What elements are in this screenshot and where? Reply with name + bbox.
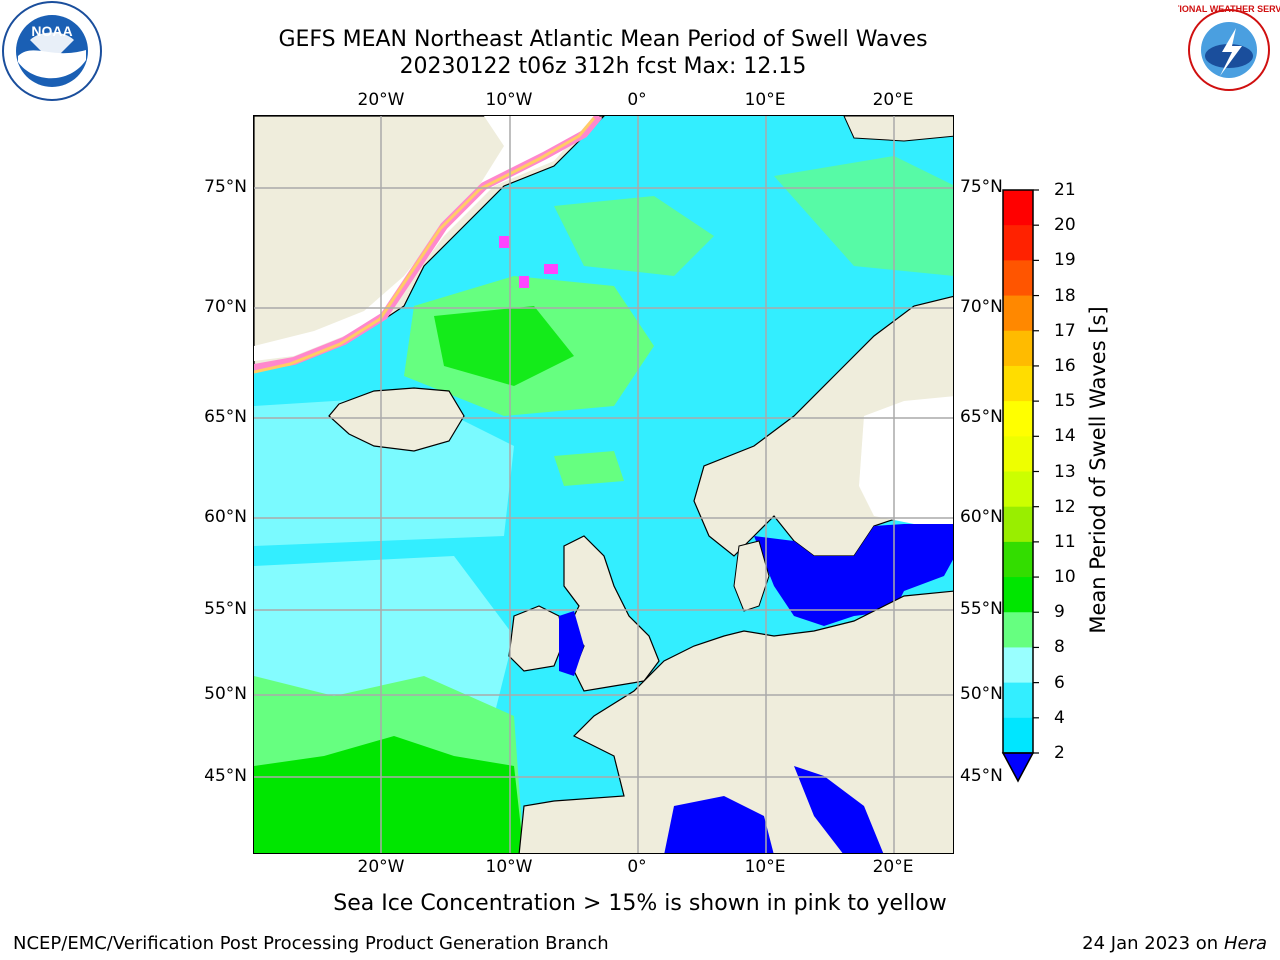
graticule [254, 116, 953, 853]
colorbar-tick-label: 18 [1054, 285, 1076, 306]
colorbar-segment [1003, 436, 1033, 472]
colorbar-segment [1003, 190, 1033, 226]
colorbar-segment [1003, 647, 1033, 684]
colorbar-tick-label: 15 [1054, 391, 1076, 412]
colorbar-segment [1003, 577, 1033, 613]
continental-europe-land [518, 590, 953, 853]
colorbar-tick-label: 13 [1054, 461, 1076, 482]
chart-subtitle: 20230122 t06z 312h fcst Max: 12.15 [399, 54, 807, 79]
swell-band-north [554, 196, 714, 276]
irish-sea-low-swell [559, 611, 584, 676]
nws-logo: NATIONAL WEATHER SERVICE [1178, 4, 1280, 91]
lat-label-left-65n: 65°N [204, 407, 247, 427]
swell-band-10-11 [254, 736, 524, 853]
svalbard-land [843, 116, 953, 142]
colorbar-tick-label: 11 [1054, 531, 1076, 552]
colorbar-segment [1003, 541, 1033, 578]
nws-logo-text: NATIONAL WEATHER SERVICE [1178, 4, 1280, 14]
denmark-land [733, 540, 770, 612]
colorbar-tick-label: 19 [1054, 250, 1076, 271]
noaa-logo-text: NOAA [31, 23, 72, 39]
lon-label-top-10e: 10°E [744, 90, 786, 110]
lat-label-left-50n: 50°N [204, 684, 247, 704]
colorbar-segment [1003, 365, 1033, 402]
lat-label-left-70n: 70°N [204, 297, 247, 317]
sea-ice-patch [544, 264, 558, 274]
colorbar-tick-label: 6 [1054, 672, 1065, 693]
lat-label-left-45n: 45°N [204, 766, 247, 786]
lon-label-top-0: 0° [627, 90, 647, 110]
colorbar-tick-label: 12 [1054, 496, 1076, 517]
lon-label-bottom-10e: 10°E [744, 857, 786, 877]
footer-date-text: 24 Jan 2023 on [1082, 933, 1224, 954]
ireland-land [508, 605, 565, 672]
sea-ice-edge-inner [254, 117, 596, 374]
lon-label-bottom-20w: 20°W [357, 857, 405, 877]
footer-host: Hera [1223, 933, 1267, 954]
sea-ice-patch [519, 276, 529, 288]
colorbar-segment [1003, 295, 1033, 332]
lat-label-right-75n: 75°N [960, 177, 1003, 197]
colorbar-segment [1003, 260, 1033, 297]
gulf-of-bothnia-ice [859, 396, 953, 524]
colorbar-tick-label: 17 [1054, 320, 1076, 341]
colorbar-label: Mean Period of Swell Waves [s] [1086, 306, 1110, 634]
colorbar-segment [1003, 612, 1033, 648]
colorbar-tick-label: 10 [1054, 567, 1076, 588]
colorbar-tick-label: 16 [1054, 355, 1076, 376]
map-frame [253, 115, 954, 854]
lat-label-right-55n: 55°N [960, 599, 1003, 619]
lat-label-left-60n: 60°N [204, 507, 247, 527]
footer-org: NCEP/EMC/Verification Post Processing Pr… [13, 933, 609, 954]
lon-label-top-20w: 20°W [357, 90, 405, 110]
colorbar-segment [1003, 225, 1033, 261]
lat-label-right-50n: 50°N [960, 684, 1003, 704]
sea-ice-note: Sea Ice Concentration > 15% is shown in … [333, 891, 947, 916]
lon-label-top-10w: 10°W [485, 90, 533, 110]
lat-label-left-75n: 75°N [204, 177, 247, 197]
sea-ice-patch [499, 236, 509, 248]
colorbar-segment [1003, 717, 1033, 754]
colorbar-segment [1003, 506, 1033, 543]
lat-label-right-45n: 45°N [960, 766, 1003, 786]
lon-label-bottom-0: 0° [627, 857, 647, 877]
colorbar-tick-label: 9 [1054, 602, 1065, 623]
lon-label-bottom-20e: 20°E [872, 857, 914, 877]
lat-label-right-60n: 60°N [960, 507, 1003, 527]
lat-label-right-70n: 70°N [960, 297, 1003, 317]
mediterranean-low-swell [664, 796, 774, 853]
lon-label-top-20e: 20°E [872, 90, 914, 110]
colorbar-tick-label: 14 [1054, 426, 1076, 447]
lon-label-bottom-10w: 10°W [485, 857, 533, 877]
colorbar-segment [1003, 471, 1033, 508]
lat-label-left-55n: 55°N [204, 599, 247, 619]
colorbar-tick-label: 20 [1054, 215, 1076, 236]
colorbar-tick-label: 4 [1054, 707, 1065, 728]
colorbar-tick-label: 8 [1054, 637, 1065, 658]
swell-band-faroes [554, 451, 624, 486]
adriatic-low-swell [794, 766, 884, 853]
colorbar-segment [1003, 330, 1033, 367]
noaa-logo: NOAA [2, 1, 102, 101]
lat-label-right-65n: 65°N [960, 407, 1003, 427]
colorbar-tick-label: 2 [1054, 743, 1065, 763]
colorbar-segment [1003, 401, 1033, 437]
swell-band-norwegian-sea-core [434, 306, 574, 386]
colorbar [1001, 189, 1039, 783]
footer-date: 24 Jan 2023 on Hera [1082, 933, 1267, 954]
map-canvas [254, 116, 953, 853]
colorbar-segment [1003, 682, 1033, 719]
baltic-sea-low-swell [754, 524, 953, 626]
iceland-land [328, 387, 465, 452]
colorbar-tick-label: 21 [1054, 180, 1076, 200]
chart-title: GEFS MEAN Northeast Atlantic Mean Period… [278, 27, 928, 52]
swell-band-barents [774, 156, 953, 276]
colorbar-extend-arrow [1001, 752, 1035, 783]
